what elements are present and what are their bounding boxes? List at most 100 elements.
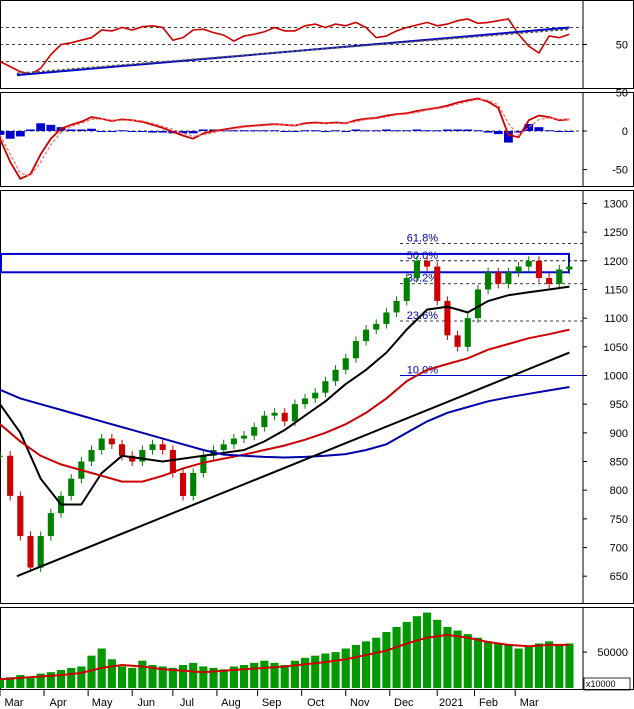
candle-body: [505, 272, 512, 284]
macd-histogram-bar: [15, 131, 25, 137]
fib-level-label-4: 10.0%: [407, 364, 438, 376]
volume-bar: [158, 666, 167, 688]
macd-histogram-bar: [87, 128, 96, 132]
volume-bar: [341, 648, 350, 688]
volume-bar: [412, 616, 421, 688]
macd-histogram-bar: [320, 131, 330, 133]
x-tick-label-12: Mar: [520, 697, 539, 709]
macd-histogram-bar: [127, 131, 137, 133]
volume-unit-label: x10000: [586, 679, 616, 689]
candle-body: [159, 444, 166, 451]
macd-histogram-bar: [76, 129, 86, 132]
fib-level-label-2: 38.2%: [407, 273, 438, 285]
candle-body: [190, 472, 197, 496]
volume-bar: [463, 634, 472, 688]
y-tick-label-macd-2: -50: [612, 165, 628, 177]
volume-bar: [290, 660, 299, 688]
macd-histogram-bar: [97, 131, 107, 133]
y-tick-label-price-12: 700: [610, 543, 628, 555]
candle-body: [444, 300, 451, 336]
candle-body: [424, 260, 431, 267]
candle-body: [413, 260, 420, 279]
volume-bar: [67, 667, 76, 688]
candle-body: [373, 323, 380, 330]
candle-body: [271, 412, 278, 416]
volume-bar: [423, 612, 432, 688]
volume-bar: [46, 672, 55, 688]
macd-histogram-bar: [36, 123, 46, 132]
candle-body: [200, 455, 207, 473]
volume-bar: [229, 666, 238, 688]
trendline-line: [16, 351, 570, 578]
macd-histogram-bar: [412, 129, 422, 132]
macd-histogram-bar: [504, 131, 513, 143]
candle-body: [485, 272, 492, 290]
candle-body: [108, 438, 115, 445]
candle-body: [322, 381, 329, 393]
x-tick-label-1: Apr: [50, 697, 67, 709]
macd-histogram-bar: [198, 129, 208, 132]
candle-body: [118, 444, 126, 456]
volume-bar: [260, 660, 269, 688]
volume-bar: [16, 675, 25, 688]
volume-bar: [6, 677, 15, 688]
x-tick-label-10: 2021: [439, 697, 463, 709]
ma_mid-line: [0, 328, 570, 483]
candle-body: [179, 472, 187, 496]
candle-body: [220, 444, 227, 451]
fib-level-label-0: 61.8%: [407, 233, 438, 245]
x-tick-label-0: Mar: [5, 697, 24, 709]
rsi-series-line-2: [16, 28, 570, 75]
candle-body: [169, 450, 176, 473]
volume-bar: [107, 659, 116, 688]
macd-histogram-bar: [422, 130, 432, 132]
macd-histogram-bar: [239, 130, 249, 132]
macd-histogram-bar: [158, 131, 168, 133]
x-tick-label-9: Dec: [394, 697, 414, 709]
macd-histogram-bar: [402, 130, 412, 132]
macd-histogram-bar: [26, 129, 35, 132]
macd-histogram-bar: [107, 131, 117, 133]
y-tick-label-volume-0: 50000: [597, 647, 628, 659]
volume-bar: [128, 667, 137, 688]
volume-bar: [362, 641, 371, 688]
macd-histogram-bar: [229, 130, 239, 132]
candle-body: [27, 536, 34, 568]
volume-bar: [524, 646, 533, 688]
candle-body: [230, 438, 237, 445]
volume-bar: [453, 630, 462, 688]
candle-body: [383, 312, 390, 324]
x-tick-label-5: Aug: [221, 697, 241, 709]
volume-bar: [209, 667, 218, 688]
candle-body: [47, 513, 54, 537]
volume-bar: [280, 665, 289, 688]
candle-body: [566, 266, 573, 270]
volume-bar: [321, 653, 330, 688]
x-tick-label-11: Feb: [479, 697, 498, 709]
panel-frame-macd: [0, 92, 634, 187]
volume-bar: [402, 621, 411, 688]
rsi-series-line-0: [0, 18, 570, 76]
candle-body: [464, 318, 471, 347]
macd-histogram-bar: [137, 131, 147, 133]
macd-histogram-bar: [463, 129, 473, 132]
x-tick-label-8: Nov: [350, 697, 370, 709]
candle-body: [139, 450, 146, 462]
volume-bar: [56, 670, 66, 688]
macd-histogram-bar: [382, 129, 391, 132]
macd-histogram-bar: [331, 130, 340, 132]
y-tick-label-price-10: 800: [610, 485, 628, 497]
volume-bar: [392, 626, 401, 688]
candle-body: [240, 435, 248, 439]
y-tick-label-rsi-0: 50: [616, 40, 628, 52]
candle-body: [0, 455, 4, 457]
macd-histogram-bar: [443, 129, 452, 132]
candle-body: [17, 495, 24, 537]
volume-bar: [219, 669, 228, 688]
macd-histogram-bar: [188, 131, 198, 134]
volume-bar: [87, 655, 96, 688]
candle-body: [68, 478, 75, 496]
macd-histogram-bar: [534, 127, 544, 132]
ma_short-line: [0, 285, 570, 506]
